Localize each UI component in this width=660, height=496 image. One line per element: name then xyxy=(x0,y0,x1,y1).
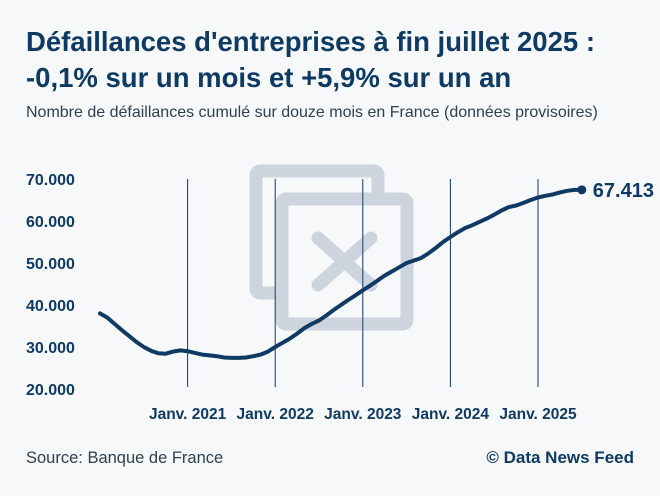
y-tick-label: 20.000 xyxy=(26,382,75,399)
x-tick-label: Janv. 2024 xyxy=(412,406,490,423)
y-tick-label: 70.000 xyxy=(26,172,75,189)
chart-title-line2: -0,1% sur un mois et +5,9% sur un an xyxy=(26,62,512,93)
end-value-label: 67.413 xyxy=(593,180,654,202)
credit-label: © Data News Feed xyxy=(486,448,634,467)
y-tick-label: 60.000 xyxy=(26,214,75,231)
y-axis: 70.000 60.000 50.000 40.000 30.000 20.000 xyxy=(26,172,75,399)
y-tick-label: 30.000 xyxy=(26,340,75,357)
x-axis: Janv. 2021 Janv. 2022 Janv. 2023 Janv. 2024… xyxy=(149,406,577,423)
watermark-logo xyxy=(249,164,414,331)
x-tick-label: Janv. 2022 xyxy=(237,406,314,423)
chart-subtitle: Nombre de défaillances cumulé sur douze … xyxy=(26,104,598,121)
chart-title: Défaillances d'entreprises à fin juillet… xyxy=(26,24,641,96)
gridlines xyxy=(187,179,539,387)
end-point-marker xyxy=(577,185,587,195)
x-tick-label: Janv. 2023 xyxy=(324,406,402,423)
x-tick-label: Janv. 2025 xyxy=(499,406,577,423)
y-tick-label: 40.000 xyxy=(26,298,75,315)
series-line xyxy=(98,187,584,360)
chart-title-line1: Défaillances d'entreprises à fin juillet… xyxy=(26,26,595,57)
source-note: Source: Banque de France xyxy=(26,449,224,467)
series-layer: 67.413 xyxy=(98,180,654,360)
x-tick-label: Janv. 2021 xyxy=(149,406,227,423)
y-tick-label: 50.000 xyxy=(26,256,75,273)
